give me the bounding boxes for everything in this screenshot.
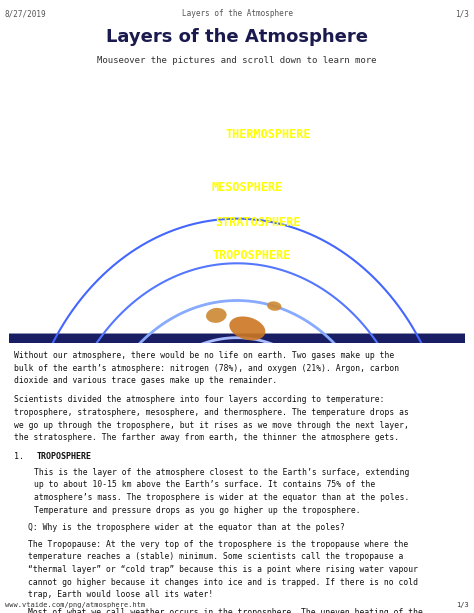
Bar: [0, 337, 474, 346]
Bar: [0, 338, 474, 348]
Text: Layers of the Atmosphere: Layers of the Atmosphere: [106, 28, 368, 47]
Text: the stratosphere. The farther away from earth, the thinner the atmosphere gets.: the stratosphere. The farther away from …: [14, 433, 399, 443]
Bar: [0, 340, 474, 349]
Bar: [0, 338, 474, 348]
Bar: [0, 341, 474, 351]
Text: 1/3: 1/3: [456, 9, 469, 18]
Bar: [0, 334, 474, 344]
Text: Scientists divided the atmosphere into four layers according to temperature:: Scientists divided the atmosphere into f…: [14, 395, 385, 405]
Bar: [0, 335, 474, 345]
Ellipse shape: [267, 302, 282, 311]
Bar: [0, 343, 474, 352]
Text: atmosphere’s mass. The troposphere is wider at the equator than at the poles.: atmosphere’s mass. The troposphere is wi…: [34, 493, 410, 502]
Text: dioxide and various trace gases make up the remainder.: dioxide and various trace gases make up …: [14, 376, 277, 386]
Ellipse shape: [206, 308, 227, 323]
Text: 1.: 1.: [14, 452, 29, 462]
Bar: [0, 338, 474, 348]
Text: “thermal layer” or “cold trap” because this is a point where rising water vapour: “thermal layer” or “cold trap” because t…: [27, 565, 418, 574]
Bar: [0, 337, 474, 346]
Text: This is the layer of the atmosphere closest to the Earth’s surface, extending: This is the layer of the atmosphere clos…: [34, 468, 410, 476]
Text: Temperature and pressure drops as you go higher up the troposphere.: Temperature and pressure drops as you go…: [34, 506, 361, 514]
Bar: [0, 336, 474, 346]
Text: MESOSPHERE: MESOSPHERE: [212, 180, 283, 194]
Bar: [0, 340, 474, 350]
Text: Without our atmosphere, there would be no life on earth. Two gases make up the: Without our atmosphere, there would be n…: [14, 351, 394, 360]
Bar: [0, 335, 474, 345]
Bar: [0, 342, 474, 352]
Ellipse shape: [229, 316, 265, 340]
Bar: [0, 335, 474, 345]
Text: Most of what we call weather occurs in the troposphere. The uneven heating of th: Most of what we call weather occurs in t…: [27, 608, 422, 613]
Text: Q: Why is the troposphere wider at the equator than at the poles?: Q: Why is the troposphere wider at the e…: [27, 524, 345, 532]
Text: trap, Earth would loose all its water!: trap, Earth would loose all its water!: [27, 590, 213, 600]
Text: TROPOSPHERE: TROPOSPHERE: [212, 249, 291, 262]
Text: The Tropopause: At the very top of the troposphere is the tropopause where the: The Tropopause: At the very top of the t…: [27, 539, 408, 549]
Text: we go up through the troposphere, but it rises as we move through the next layer: we go up through the troposphere, but it…: [14, 421, 409, 430]
Text: Layers of the Atmosphere: Layers of the Atmosphere: [182, 9, 292, 18]
Polygon shape: [175, 352, 299, 483]
Text: Mouseover the pictures and scroll down to learn more: Mouseover the pictures and scroll down t…: [97, 56, 377, 65]
Text: up to about 10-15 km above the Earth’s surface. It contains 75% of the: up to about 10-15 km above the Earth’s s…: [34, 480, 375, 489]
Bar: [0, 334, 474, 344]
Text: bulk of the earth’s atmosphere: nitrogen (78%), and oxygen (21%). Argon, carbon: bulk of the earth’s atmosphere: nitrogen…: [14, 364, 399, 373]
Bar: [0, 343, 474, 352]
Bar: [0, 339, 474, 348]
Bar: [0, 337, 474, 347]
Text: 1/3: 1/3: [456, 603, 469, 608]
Text: TROPOSPHERE: TROPOSPHERE: [36, 452, 91, 462]
Text: www.vtaide.com/png/atmosphere.htm: www.vtaide.com/png/atmosphere.htm: [5, 603, 145, 608]
Bar: [0, 342, 474, 352]
Bar: [0, 335, 474, 345]
Bar: [0, 341, 474, 351]
Text: cannot go higher because it changes into ice and is trapped. If there is no cold: cannot go higher because it changes into…: [27, 577, 418, 587]
Text: THERMOSPHERE: THERMOSPHERE: [225, 129, 311, 142]
Text: troposphere, stratosphere, mesosphere, and thermosphere. The temperature drops a: troposphere, stratosphere, mesosphere, a…: [14, 408, 409, 417]
Bar: [0, 341, 474, 351]
Bar: [0, 338, 474, 347]
Text: 8/27/2019: 8/27/2019: [5, 9, 46, 18]
Bar: [0, 340, 474, 349]
Bar: [0, 339, 474, 349]
Bar: [0, 341, 474, 351]
Text: STRATOSPHERE: STRATOSPHERE: [215, 216, 301, 229]
Text: temperature reaches a (stable) minimum. Some scientists call the tropopause a: temperature reaches a (stable) minimum. …: [27, 552, 403, 562]
Bar: [0, 333, 474, 343]
Bar: [0, 337, 474, 346]
Bar: [0, 340, 474, 349]
